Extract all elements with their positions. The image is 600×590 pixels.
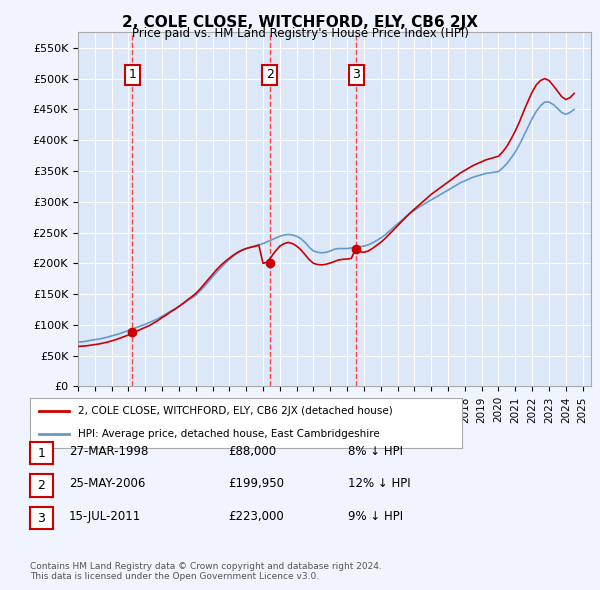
Text: 12% ↓ HPI: 12% ↓ HPI bbox=[348, 477, 410, 490]
Text: 2, COLE CLOSE, WITCHFORD, ELY, CB6 2JX: 2, COLE CLOSE, WITCHFORD, ELY, CB6 2JX bbox=[122, 15, 478, 30]
Text: £88,000: £88,000 bbox=[228, 445, 276, 458]
Text: 3: 3 bbox=[37, 512, 46, 525]
Text: 27-MAR-1998: 27-MAR-1998 bbox=[69, 445, 148, 458]
Text: 25-MAY-2006: 25-MAY-2006 bbox=[69, 477, 145, 490]
Text: 1: 1 bbox=[37, 447, 46, 460]
Text: £223,000: £223,000 bbox=[228, 510, 284, 523]
Text: 2: 2 bbox=[37, 479, 46, 492]
Text: 15-JUL-2011: 15-JUL-2011 bbox=[69, 510, 141, 523]
Text: 2: 2 bbox=[266, 68, 274, 81]
Text: 2, COLE CLOSE, WITCHFORD, ELY, CB6 2JX (detached house): 2, COLE CLOSE, WITCHFORD, ELY, CB6 2JX (… bbox=[77, 406, 392, 416]
Text: £199,950: £199,950 bbox=[228, 477, 284, 490]
Text: Contains HM Land Registry data © Crown copyright and database right 2024.
This d: Contains HM Land Registry data © Crown c… bbox=[30, 562, 382, 581]
Text: Price paid vs. HM Land Registry's House Price Index (HPI): Price paid vs. HM Land Registry's House … bbox=[131, 27, 469, 40]
Text: 8% ↓ HPI: 8% ↓ HPI bbox=[348, 445, 403, 458]
Text: 9% ↓ HPI: 9% ↓ HPI bbox=[348, 510, 403, 523]
Text: 1: 1 bbox=[128, 68, 136, 81]
Text: 3: 3 bbox=[352, 68, 360, 81]
Text: HPI: Average price, detached house, East Cambridgeshire: HPI: Average price, detached house, East… bbox=[77, 430, 379, 440]
